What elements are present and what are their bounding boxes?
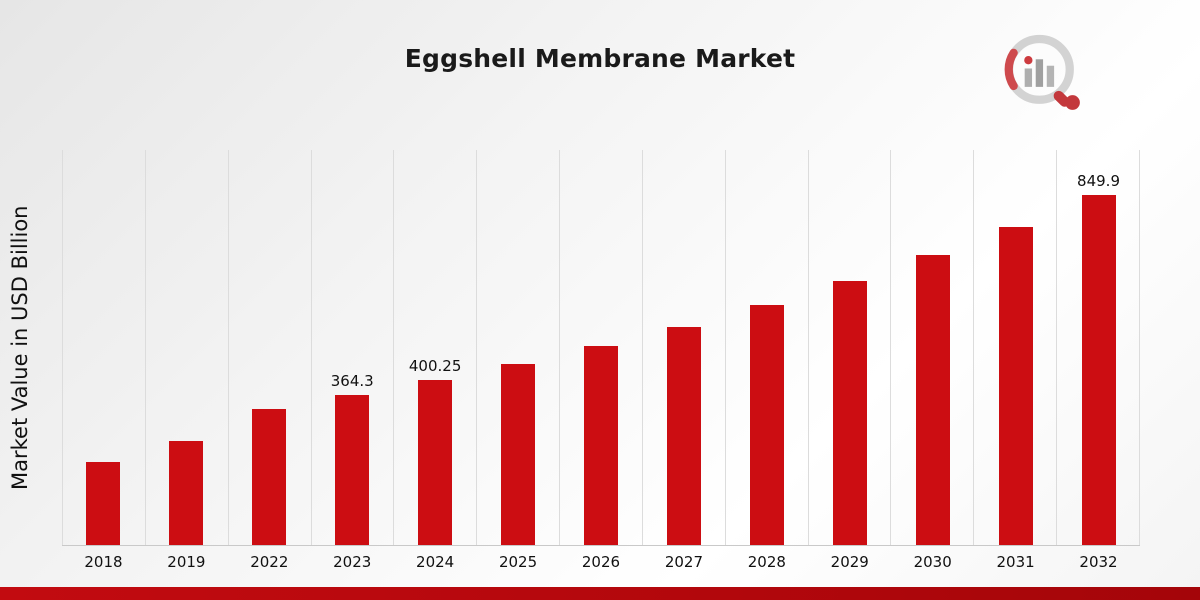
x-tick-2032: 2032 <box>1079 553 1118 571</box>
bar-slot-2029 <box>808 150 891 545</box>
bar-2028 <box>749 305 784 545</box>
bar-slot-2024: 400.25 <box>394 150 477 545</box>
footer-accent-stripe <box>0 587 1200 600</box>
bar-slot-2025 <box>477 150 560 545</box>
gridlines <box>62 150 1140 545</box>
bar-slot-2018 <box>62 150 145 545</box>
bar-slot-2023: 364.3 <box>311 150 394 545</box>
bar-2026 <box>583 346 618 545</box>
bar-2022 <box>252 408 287 545</box>
gridline <box>144 150 228 545</box>
bar-slot-2030 <box>891 150 974 545</box>
gridline <box>310 150 394 545</box>
gridline <box>724 150 808 545</box>
bar-2032 <box>1081 195 1116 545</box>
x-tick-2031: 2031 <box>996 553 1035 571</box>
gridline <box>393 150 476 545</box>
bar-2024 <box>418 380 453 545</box>
bar-2018 <box>86 461 121 545</box>
bar-2025 <box>501 364 536 545</box>
x-tick-2019: 2019 <box>167 553 206 571</box>
bar-slot-2022 <box>228 150 311 545</box>
bar-2019 <box>169 440 204 545</box>
bar-2031 <box>998 226 1033 545</box>
gridline <box>973 150 1056 545</box>
gridline <box>807 150 891 545</box>
gridline <box>1056 150 1139 545</box>
x-tick-2028: 2028 <box>747 553 786 571</box>
bar-slot-2031 <box>974 150 1057 545</box>
bar-2027 <box>666 326 701 545</box>
x-tick-2029: 2029 <box>830 553 869 571</box>
gridline <box>62 150 145 545</box>
bar-slot-2026 <box>560 150 643 545</box>
y-axis-label: Market Value in USD Billion <box>8 205 32 490</box>
bar-slot-2027 <box>642 150 725 545</box>
bar-value-label-2032: 849.9 <box>1077 172 1120 191</box>
x-tick-2018: 2018 <box>84 553 123 571</box>
gridline <box>890 150 973 545</box>
x-axis-labels: 2018 2019 2022 2023 2024 2025 2026 2027 2028 2029… <box>62 553 1140 571</box>
bar-value-label-2024: 400.25 <box>408 357 462 376</box>
x-tick-2023: 2023 <box>333 553 372 571</box>
gridline <box>227 150 311 545</box>
plot-area: 364.3 400.25 849.9 <box>62 150 1140 546</box>
x-tick-2022: 2022 <box>250 553 289 571</box>
market-research-logo-icon <box>1004 34 1080 110</box>
x-tick-2030: 2030 <box>913 553 952 571</box>
bar-2023 <box>335 395 370 545</box>
chart-title: Eggshell Membrane Market <box>404 44 796 73</box>
x-tick-2025: 2025 <box>498 553 538 571</box>
bars-row: 364.3 400.25 849.9 <box>62 150 1140 545</box>
gridline <box>476 150 559 545</box>
x-tick-2027: 2027 <box>664 553 703 571</box>
gridline <box>559 150 642 545</box>
x-tick-2026: 2026 <box>581 553 621 571</box>
bar-slot-2028 <box>725 150 808 545</box>
x-tick-2024: 2024 <box>416 553 455 571</box>
gridline <box>641 150 725 545</box>
bar-2030 <box>915 255 950 545</box>
bar-slot-2032: 849.9 <box>1057 150 1140 545</box>
bar-value-label-2023: 364.3 <box>330 372 374 391</box>
bar-slot-2019 <box>145 150 228 545</box>
bar-2029 <box>832 281 867 545</box>
